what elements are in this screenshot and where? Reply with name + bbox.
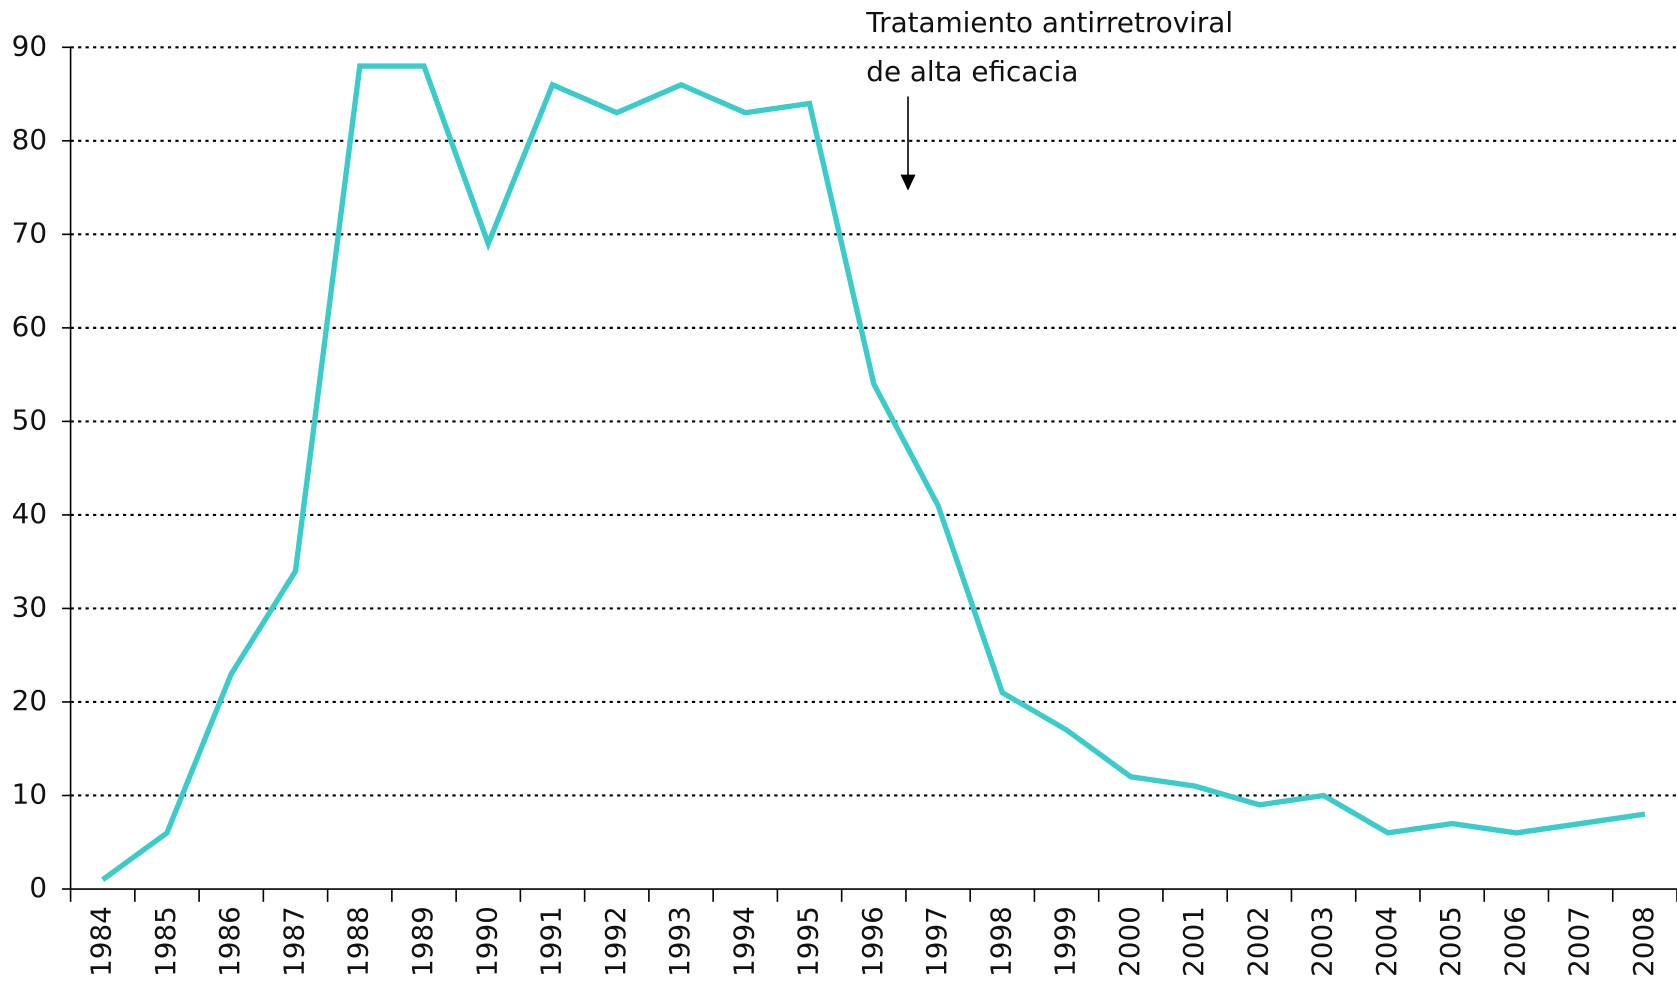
x-tick-label: 1985 bbox=[149, 906, 182, 977]
annotation: Tratamiento antirretroviral bbox=[865, 6, 1233, 39]
x-tick-label: 2008 bbox=[1627, 906, 1660, 977]
x-tick-label: 1996 bbox=[856, 906, 889, 977]
x-tick-label: 1999 bbox=[1049, 906, 1082, 977]
x-tick-label: 1993 bbox=[663, 906, 696, 977]
y-tick-label: 0 bbox=[29, 871, 47, 904]
x-tick-label: 2001 bbox=[1177, 906, 1210, 977]
x-tick-label: 1998 bbox=[984, 906, 1017, 977]
x-tick-label: 1989 bbox=[406, 906, 439, 977]
x-tick-label: 1990 bbox=[470, 906, 503, 977]
x-tick-label: 1991 bbox=[535, 906, 568, 977]
y-tick-label: 80 bbox=[12, 123, 47, 156]
x-tick-label: 1992 bbox=[599, 906, 632, 977]
x-tick-label: 2005 bbox=[1434, 906, 1467, 977]
x-tick-label: 2003 bbox=[1306, 906, 1339, 977]
annotation-arrowhead bbox=[900, 174, 916, 191]
annotation: de alta eficacia bbox=[866, 55, 1078, 88]
data-line bbox=[101, 63, 1646, 882]
x-tick-label: 1997 bbox=[920, 906, 953, 977]
y-tick-label: 20 bbox=[12, 684, 47, 717]
x-tick-label: 1986 bbox=[213, 906, 246, 977]
y-tick-label: 40 bbox=[12, 497, 47, 530]
x-tick-label: 2006 bbox=[1498, 906, 1531, 977]
x-tick-label: 2002 bbox=[1241, 906, 1274, 977]
x-tick-label: 1988 bbox=[342, 906, 375, 977]
y-tick-label: 50 bbox=[12, 403, 47, 436]
x-tick-label: 1994 bbox=[727, 906, 760, 977]
x-tick-label: 2007 bbox=[1563, 906, 1596, 977]
y-tick-label: 70 bbox=[12, 216, 47, 249]
x-tick-label: 1987 bbox=[277, 906, 310, 977]
x-tick-label: 2004 bbox=[1370, 906, 1403, 977]
x-tick-label: 1995 bbox=[792, 906, 825, 977]
y-tick-label: 90 bbox=[12, 29, 47, 62]
y-tick-label: 30 bbox=[12, 590, 47, 623]
x-tick-label: 1984 bbox=[85, 906, 118, 977]
y-tick-label: 60 bbox=[12, 310, 47, 343]
x-tick-label: 2000 bbox=[1113, 906, 1146, 977]
y-tick-label: 10 bbox=[12, 777, 47, 810]
